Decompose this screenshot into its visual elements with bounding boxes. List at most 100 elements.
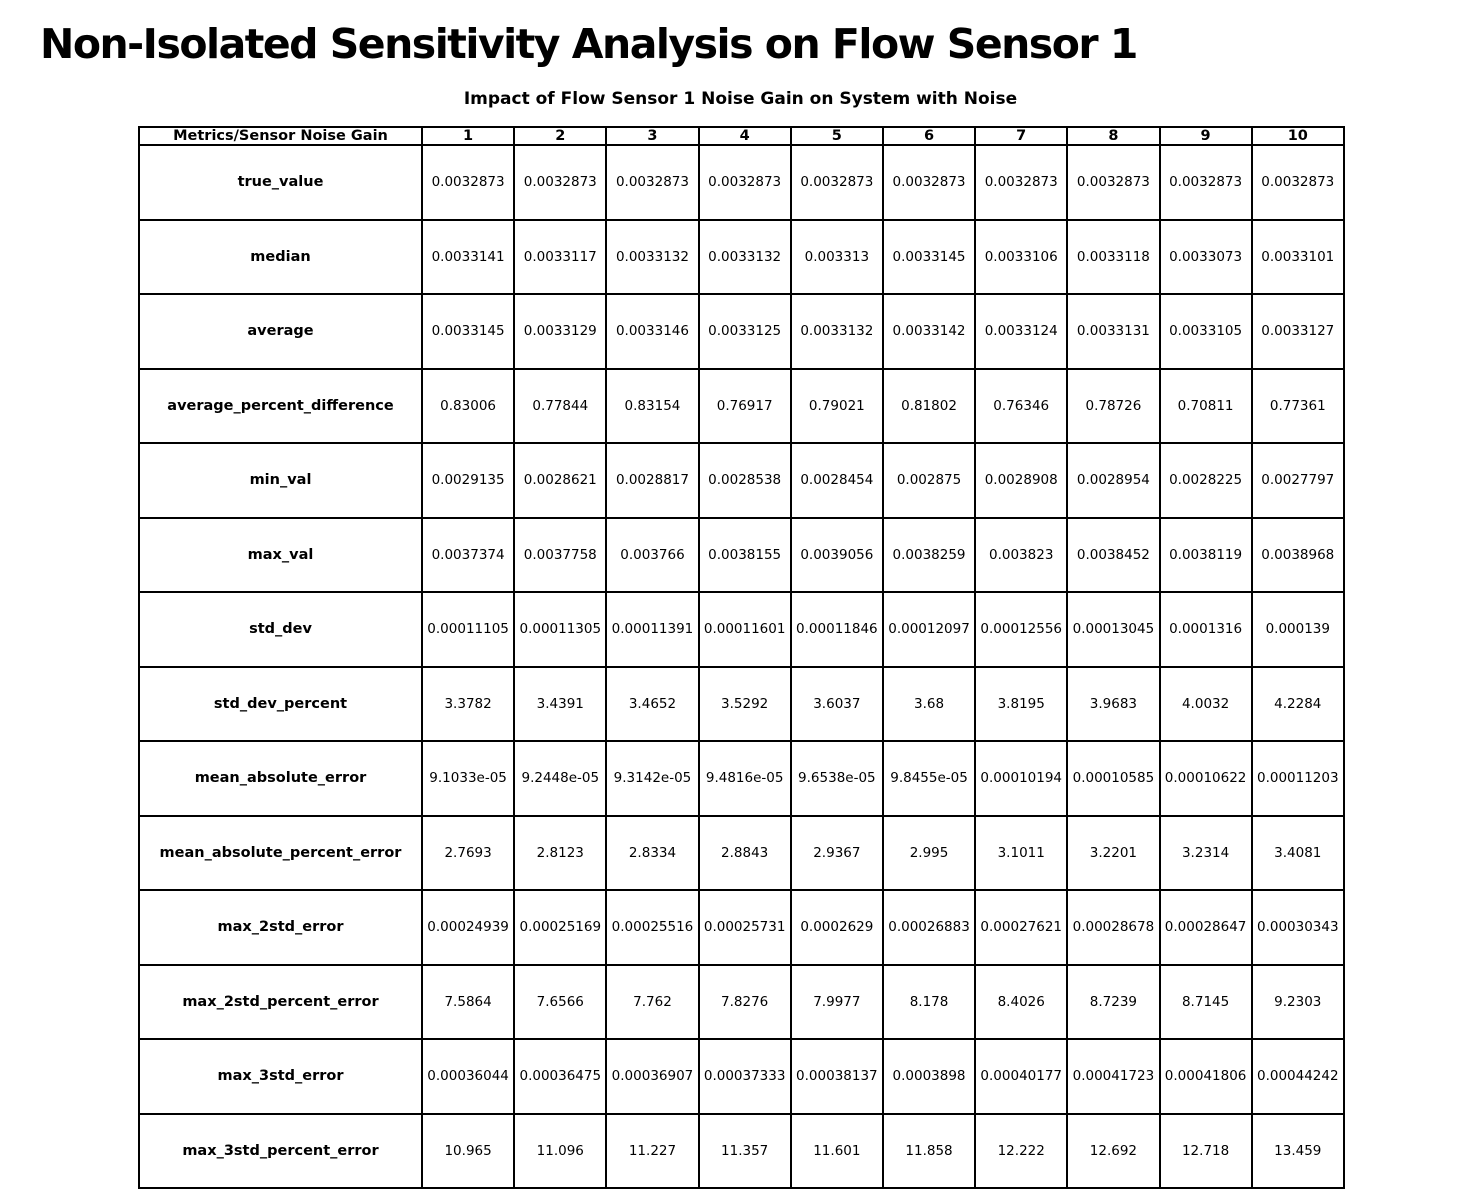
table-cell: 0.0038155 — [697, 516, 792, 593]
table-cell: 0.00011391 — [605, 591, 700, 668]
table-cell: 0.77361 — [1250, 367, 1345, 444]
metric-label: min_val — [138, 442, 423, 519]
table-row: max_2std_percent_error 7.5864 7.6566 7.762 7… — [138, 963, 1345, 1040]
table-cell: 0.0028225 — [1158, 442, 1253, 519]
table-cell: 13.459 — [1250, 1112, 1345, 1189]
table-cell: 12.718 — [1158, 1112, 1253, 1189]
table-cell: 3.4652 — [605, 665, 700, 742]
metric-label: mean_absolute_percent_error — [138, 814, 423, 891]
table-cell: 0.0038968 — [1250, 516, 1345, 593]
table-cell: 0.0028621 — [513, 442, 608, 519]
metric-label: true_value — [138, 144, 423, 221]
table-cell: 3.2314 — [1158, 814, 1253, 891]
table-cell: 11.096 — [513, 1112, 608, 1189]
metric-label: max_2std_error — [138, 889, 423, 966]
table-row: std_dev_percent 3.3782 3.4391 3.4652 3.5292 3… — [138, 665, 1345, 742]
table-cell: 3.4081 — [1250, 814, 1345, 891]
table-cell: 0.77844 — [513, 367, 608, 444]
table-cell: 2.8334 — [605, 814, 700, 891]
table-cell: 0.0033132 — [697, 218, 792, 295]
table-cell: 0.00036044 — [420, 1038, 516, 1115]
table-cell: 4.2284 — [1250, 665, 1345, 742]
metric-label: max_val — [138, 516, 423, 593]
table-cell: 0.0038119 — [1158, 516, 1253, 593]
table-cell: 9.6538e-05 — [789, 740, 884, 817]
table-cell: 0.00036475 — [513, 1038, 608, 1115]
table-cell: 0.00028647 — [1158, 889, 1253, 966]
table-cell: 0.00011846 — [789, 591, 884, 668]
table-cell: 7.5864 — [420, 963, 516, 1040]
table-cell: 0.79021 — [789, 367, 884, 444]
column-header-gain: 9 — [1158, 126, 1253, 146]
table-cell: 0.78726 — [1066, 367, 1161, 444]
metric-label: max_3std_error — [138, 1038, 423, 1115]
table-cell: 0.0033125 — [697, 293, 792, 370]
table-row: max_3std_error 0.00036044 0.00036475 0.0003… — [138, 1038, 1345, 1115]
table-cell: 0.0037374 — [420, 516, 516, 593]
table-cell: 2.8843 — [697, 814, 792, 891]
table-cell: 0.000139 — [1250, 591, 1345, 668]
table-cell: 0.003823 — [974, 516, 1069, 593]
table-body: true_value 0.0032873 0.0032873 0.0032873 0.0… — [138, 144, 1345, 1189]
table-cell: 0.0033145 — [420, 293, 516, 370]
table-cell: 10.965 — [420, 1112, 516, 1189]
table-cell: 0.0032873 — [697, 144, 792, 221]
table-cell: 0.00012556 — [974, 591, 1069, 668]
table-cell: 0.0033131 — [1066, 293, 1161, 370]
table-cell: 7.6566 — [513, 963, 608, 1040]
table-cell: 0.0032873 — [789, 144, 884, 221]
table-cell: 4.0032 — [1158, 665, 1253, 742]
table-cell: 9.1033e-05 — [420, 740, 516, 817]
table-cell: 0.0032873 — [420, 144, 516, 221]
column-header-gain: 6 — [881, 126, 977, 146]
table-cell: 0.0032873 — [881, 144, 977, 221]
table-cell: 8.7145 — [1158, 963, 1253, 1040]
table-cell: 3.3782 — [420, 665, 516, 742]
table-cell: 11.227 — [605, 1112, 700, 1189]
table-cell: 0.00041806 — [1158, 1038, 1253, 1115]
table-cell: 0.83006 — [420, 367, 516, 444]
table-cell: 0.00011203 — [1250, 740, 1345, 817]
table-cell: 0.00011601 — [697, 591, 792, 668]
table-cell: 0.0032873 — [1250, 144, 1345, 221]
page-title: Non-Isolated Sensitivity Analysis on Flo… — [40, 20, 1138, 68]
table-cell: 3.9683 — [1066, 665, 1161, 742]
table-cell: 0.70811 — [1158, 367, 1253, 444]
table-cell: 8.4026 — [974, 963, 1069, 1040]
table-cell: 8.178 — [881, 963, 977, 1040]
table-cell: 0.0033142 — [881, 293, 977, 370]
table-row: average_percent_difference 0.83006 0.77844… — [138, 367, 1345, 444]
table-cell: 0.0032873 — [513, 144, 608, 221]
table-cell: 0.0032873 — [974, 144, 1069, 221]
table-cell: 0.76346 — [974, 367, 1069, 444]
table-cell: 0.0033145 — [881, 218, 977, 295]
table-row: mean_absolute_percent_error 2.7693 2.8123 2… — [138, 814, 1345, 891]
column-header-gain: 4 — [697, 126, 792, 146]
table-cell: 0.0033132 — [605, 218, 700, 295]
table-cell: 0.00028678 — [1066, 889, 1161, 966]
metric-label: average_percent_difference — [138, 367, 423, 444]
table-row: mean_absolute_error 9.1033e-05 9.2448e-05 9… — [138, 740, 1345, 817]
table-cell: 0.0033073 — [1158, 218, 1253, 295]
table-cell: 0.76917 — [697, 367, 792, 444]
column-header-gain: 1 — [420, 126, 516, 146]
table-cell: 0.00044242 — [1250, 1038, 1345, 1115]
table-cell: 0.003313 — [789, 218, 884, 295]
table-cell: 0.0027797 — [1250, 442, 1345, 519]
header-row: Metrics/Sensor Noise Gain 1 2 3 4 5 6 7 8 9 10 — [138, 126, 1345, 146]
table-cell: 0.0033141 — [420, 218, 516, 295]
table-cell: 2.8123 — [513, 814, 608, 891]
table-cell: 0.00010585 — [1066, 740, 1161, 817]
table-cell: 2.995 — [881, 814, 977, 891]
chart-subtitle: Impact of Flow Sensor 1 Noise Gain on Sy… — [463, 89, 1018, 109]
table-row: max_val 0.0037374 0.0037758 0.003766 0.00381… — [138, 516, 1345, 593]
table-cell: 11.357 — [697, 1112, 792, 1189]
table-cell: 0.00025731 — [697, 889, 792, 966]
table-cell: 0.81802 — [881, 367, 977, 444]
column-header-gain: 8 — [1066, 126, 1161, 146]
table-cell: 0.83154 — [605, 367, 700, 444]
table-cell: 0.00013045 — [1066, 591, 1161, 668]
table-cell: 8.7239 — [1066, 963, 1161, 1040]
table-cell: 0.0032873 — [1158, 144, 1253, 221]
table-cell: 0.0032873 — [1066, 144, 1161, 221]
